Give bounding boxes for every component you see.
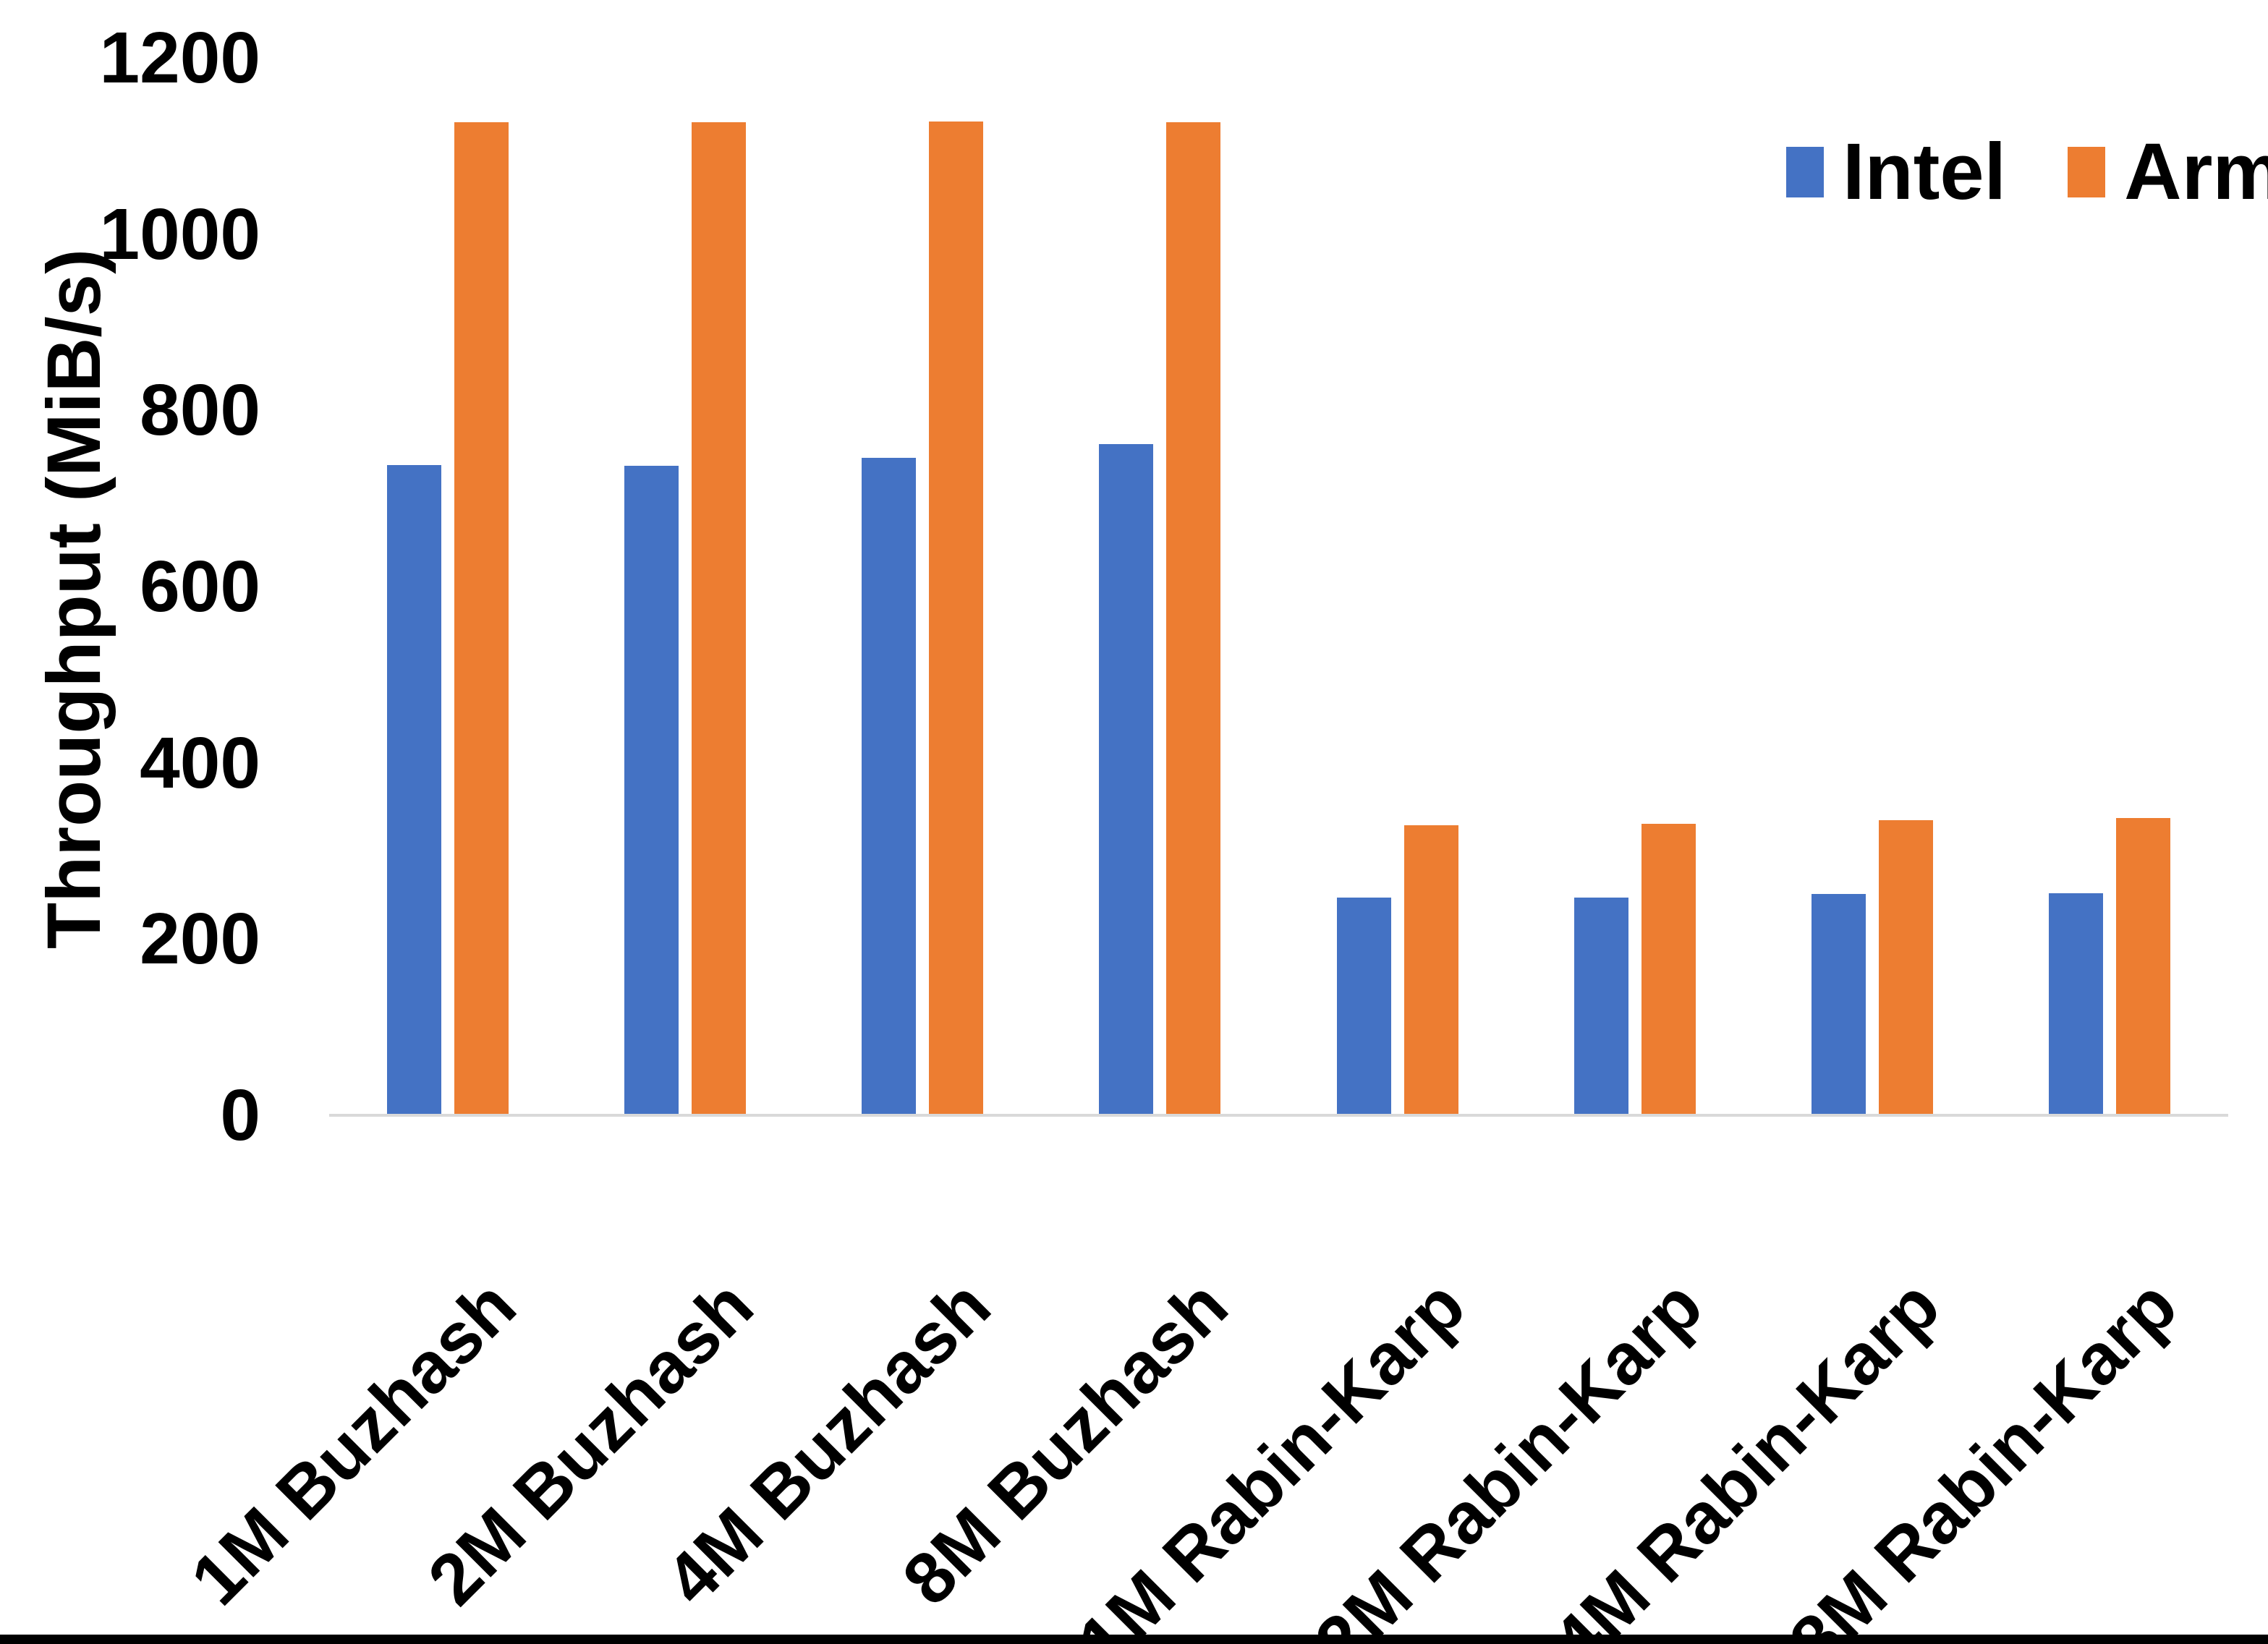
y-tick-label-200: 200 (140, 898, 260, 980)
y-tick-label-1000: 1000 (99, 193, 260, 275)
y-tick-label-0: 0 (220, 1075, 260, 1156)
screenshot-bottom-edge (0, 1635, 2268, 1644)
y-tick-label-1200: 1200 (99, 17, 260, 98)
plot-area (329, 58, 2228, 1115)
legend-label-intel: Intel (1843, 127, 2007, 216)
y-tick-label-600: 600 (140, 546, 260, 627)
x-axis-line (329, 1114, 2228, 1117)
x-category-label-8m-rabin-karp: 8M Rabin-Karp (1774, 1264, 2193, 1644)
bar-intel-4m-buzhash (862, 458, 917, 1115)
bar-arm-4m-buzhash (929, 121, 984, 1115)
bar-intel-1m-rabin-karp (1336, 898, 1391, 1115)
bar-arm-2m-buzhash (692, 122, 747, 1115)
legend: Intel Arm (1786, 132, 2268, 212)
legend-item-intel: Intel (1786, 132, 2006, 212)
legend-label-arm: Arm (2124, 127, 2268, 216)
bar-arm-8m-buzhash (1166, 122, 1221, 1115)
bar-intel-2m-rabin-karp (1573, 898, 1628, 1115)
bar-arm-1m-rabin-karp (1403, 825, 1458, 1115)
bar-arm-2m-rabin-karp (1641, 823, 1696, 1115)
arm-series-swatch-icon (2068, 147, 2106, 197)
bar-intel-2m-buzhash (624, 466, 679, 1115)
intel-series-swatch-icon (1786, 147, 1824, 197)
bar-arm-4m-rabin-karp (1878, 819, 1933, 1115)
y-tick-label-400: 400 (140, 722, 260, 804)
bar-intel-8m-buzhash (1099, 443, 1154, 1115)
bar-intel-8m-rabin-karp (2048, 893, 2103, 1115)
y-tick-label-800: 800 (140, 370, 260, 451)
bar-intel-1m-buzhash (387, 464, 442, 1115)
bar-arm-1m-buzhash (454, 122, 509, 1115)
bar-arm-8m-rabin-karp (2115, 818, 2170, 1115)
bar-intel-4m-rabin-karp (1811, 894, 1866, 1115)
legend-item-arm: Arm (2068, 132, 2268, 212)
